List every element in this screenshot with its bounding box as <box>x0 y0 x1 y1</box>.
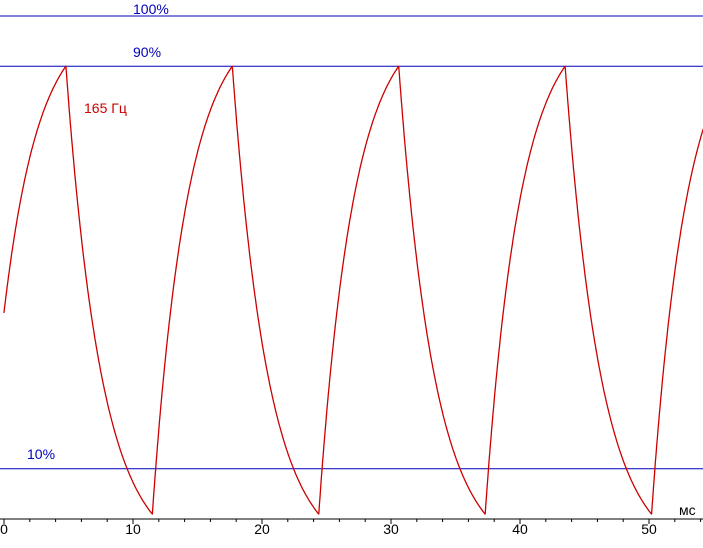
ref-line-label-90: 90% <box>133 44 162 60</box>
x-tick-label-50: 50 <box>641 521 657 537</box>
ref-line-label-100: 100% <box>133 1 169 17</box>
x-axis-unit-label: мс <box>679 502 696 518</box>
frequency-annotation: 165 Гц <box>84 100 127 116</box>
x-tick-label-30: 30 <box>383 521 399 537</box>
waveform-curve <box>3 65 703 515</box>
ref-line-label-10: 10% <box>27 446 56 462</box>
x-tick-label-20: 20 <box>254 521 270 537</box>
x-tick-label-40: 40 <box>512 521 528 537</box>
x-tick-label-10: 10 <box>125 521 141 537</box>
x-tick-label-0: 0 <box>0 521 8 537</box>
